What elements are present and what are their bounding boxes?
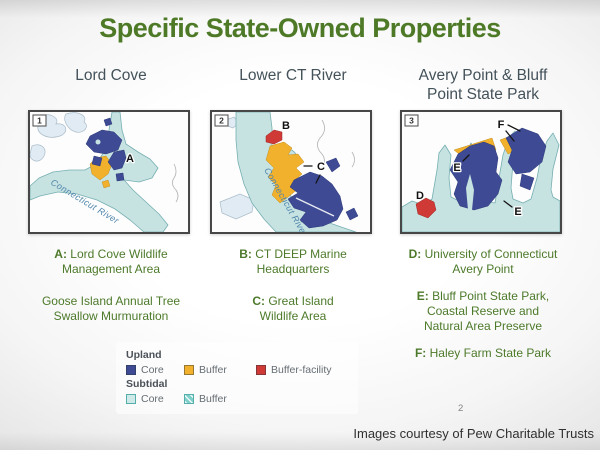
legend-item-upland-core: Core [126, 364, 184, 376]
legend-row-upland: Core Buffer Buffer-facility [126, 364, 348, 376]
legend-label: Buffer [199, 393, 227, 405]
column-lord-cove: Lord Cove Connecticut River A 1 [28, 66, 194, 324]
column-header: Lower CT River [210, 66, 376, 110]
inlet-water-shape [466, 174, 474, 210]
core-area-shape [103, 117, 113, 127]
column-header: Avery Point & Bluff Point State Park [400, 66, 566, 110]
map-number: 1 [37, 116, 42, 126]
map-number-box [214, 114, 229, 127]
legend-label: Buffer-facility [271, 364, 332, 376]
marker-b: B [282, 120, 290, 132]
subtidal-buffer-swatch [184, 394, 194, 404]
column-header: Lord Cove [28, 66, 194, 110]
legend-group-title-upland: Upland [126, 349, 162, 361]
marker-f: F [498, 119, 505, 131]
map-legend: Upland Core Buffer Buffer-facility Subti… [116, 342, 358, 414]
map-highlight-streak [295, 197, 335, 217]
marker-c-tick [315, 174, 321, 184]
map-avery-bluff-point-svg: F E D E 3 [402, 114, 560, 232]
image-credits: Images courtesy of Pew Charitable Trusts [353, 426, 594, 441]
marker-c: C [317, 161, 325, 173]
upland-buffer-swatch [184, 365, 194, 375]
pale-water-shape [30, 144, 46, 162]
column-header-label: Avery Point & Bluff Point State Park [418, 67, 548, 104]
pale-water-shape [219, 193, 255, 220]
legend-label: Core [141, 393, 164, 405]
marker-e-left: E [453, 162, 460, 174]
page-number: 2 [458, 403, 464, 414]
legend-group-title-subtidal: Subtidal [126, 378, 168, 390]
subtidal-core-swatch [126, 394, 136, 404]
legend-label: Core [141, 364, 164, 376]
coastline-squiggle [317, 119, 325, 169]
marker-f-pointer [507, 124, 521, 132]
map-number-box [404, 114, 419, 127]
column-header-label: Lower CT River [239, 67, 347, 84]
core-area-shape [519, 173, 535, 191]
column-lower-ct-river: Lower CT River Connecticut River B [210, 66, 376, 324]
core-area-shape [505, 127, 547, 175]
map-lord-cove-svg: Connecticut River A 1 [30, 112, 179, 232]
map-avery-bluff-point: F E D E 3 [400, 110, 562, 234]
buffer-facility-shape [265, 129, 283, 145]
buffer-facility-shape [415, 197, 437, 219]
note-b: B: CT DEEP Marine Headquarters [239, 247, 347, 276]
note-a: A: Lord Cove Wildlife Management Area [54, 247, 168, 276]
column-header-label: Lord Cove [75, 67, 147, 84]
legend-item-upland-buffer: Buffer [184, 364, 256, 376]
note-e: E: Bluff Point State Park, Coastal Reser… [416, 289, 550, 333]
map-number-box [32, 114, 47, 127]
upland-core-swatch [126, 365, 136, 375]
map-lord-cove: Connecticut River A 1 [28, 110, 190, 234]
coastline-squiggle [351, 151, 355, 168]
pale-water-shape [64, 112, 87, 133]
legend-item-subtidal-buffer: Buffer [184, 393, 256, 405]
column-avery-bluff-point: Avery Point & Bluff Point State Park F E… [400, 66, 566, 361]
legend-item-buffer-facility: Buffer-facility [256, 364, 348, 376]
coastline-squiggle [172, 163, 179, 203]
legend-label: Buffer [199, 364, 227, 376]
marker-e-bottom-tick [503, 200, 513, 208]
buffer-facility-swatch [256, 365, 266, 375]
core-area-shape [91, 155, 103, 167]
note-goose-island: Goose Island Annual Tree Swallow Murmura… [41, 294, 181, 323]
core-area-shape [107, 149, 127, 171]
note-f: F: Haley Farm State Park [414, 346, 552, 360]
buffer-area-shape [101, 179, 111, 189]
marker-a: A [126, 153, 134, 165]
marker-f-pointer [505, 130, 515, 142]
map-lower-ct-river-svg: Connecticut River B C 2 [214, 112, 359, 232]
map-number: 3 [409, 116, 414, 126]
note-d: D: University of Connecticut Avery Point [408, 247, 558, 276]
marker-d: D [416, 190, 424, 202]
map-lower-ct-river: Connecticut River B C 2 [210, 110, 372, 234]
map-number: 2 [219, 116, 224, 126]
core-area-shape [325, 157, 341, 173]
legend-item-subtidal-core: Core [126, 393, 184, 405]
core-area-shape [449, 141, 503, 211]
marker-e-bottom: E [514, 206, 521, 218]
water-pocket [95, 139, 101, 145]
page-title: Specific State-Owned Properties [99, 13, 501, 43]
core-area-shape [115, 172, 125, 182]
sea-water-shape [402, 130, 560, 232]
marker-e-tick [462, 154, 470, 162]
note-c: C: Great Island Wildlife Area [252, 294, 334, 323]
core-area-shape [345, 207, 359, 221]
core-area-shape [85, 129, 123, 155]
legend-row-subtidal: Core Buffer [126, 393, 348, 405]
